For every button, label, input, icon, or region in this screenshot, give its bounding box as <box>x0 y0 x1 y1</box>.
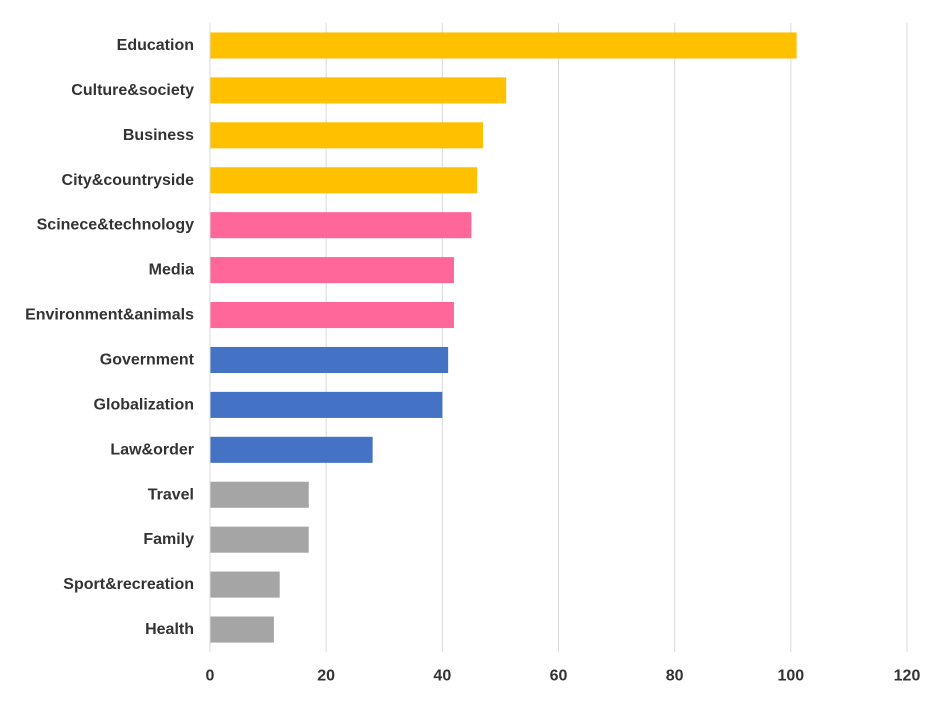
x-tick-label-80: 80 <box>666 668 684 685</box>
bar-media <box>210 257 454 284</box>
category-label-education: Education <box>117 37 194 54</box>
category-label-travel: Travel <box>148 486 194 503</box>
bar-health <box>210 616 274 643</box>
bar-globalization <box>210 391 443 418</box>
category-labels: Education Culture&society Business City&cou… <box>25 37 195 638</box>
category-label-health: Health <box>145 621 194 638</box>
bar-culture-society <box>210 77 507 104</box>
x-tick-label-40: 40 <box>433 668 451 685</box>
bar-law-order <box>210 436 373 463</box>
x-tick-label-20: 20 <box>317 668 335 685</box>
x-tick-label-120: 120 <box>894 668 921 685</box>
bar-education <box>210 32 797 59</box>
category-label-culture-society: Culture&society <box>71 82 194 99</box>
category-label-law-order: Law&order <box>110 441 194 458</box>
category-label-family: Family <box>143 531 194 548</box>
bar-city-countryside <box>210 167 478 194</box>
category-label-media: Media <box>149 262 194 279</box>
bar-travel <box>210 481 309 508</box>
category-label-globalization: Globalization <box>94 396 194 413</box>
bar-family <box>210 526 309 553</box>
category-label-business: Business <box>123 127 194 144</box>
x-tick-label-100: 100 <box>777 668 804 685</box>
bar-sport-recreation <box>210 571 280 598</box>
category-label-scinece-technology: Scinece&technology <box>37 217 194 234</box>
gridlines <box>325 23 908 652</box>
bar-business <box>210 122 483 149</box>
bar-scinece-technology <box>210 212 472 239</box>
bars <box>210 32 797 643</box>
category-label-environment-animals: Environment&animals <box>25 307 194 324</box>
x-tick-labels: 0 20 40 60 80 100 120 <box>206 668 921 685</box>
bar-environment-animals <box>210 302 454 329</box>
x-tick-label-60: 60 <box>550 668 568 685</box>
category-label-government: Government <box>100 351 195 368</box>
category-label-sport-recreation: Sport&recreation <box>63 576 194 593</box>
category-label-city-countryside: City&countryside <box>62 172 195 189</box>
x-tick-label-0: 0 <box>206 668 215 685</box>
bar-government <box>210 346 449 373</box>
